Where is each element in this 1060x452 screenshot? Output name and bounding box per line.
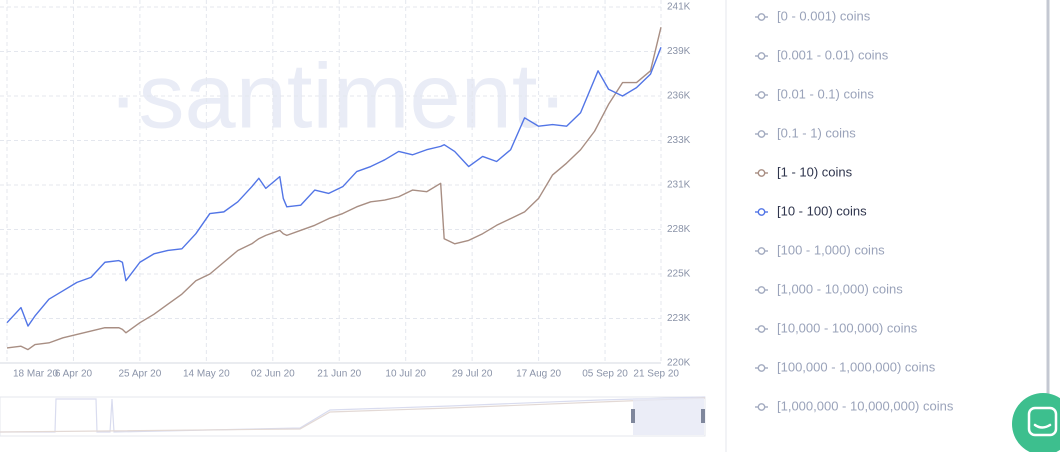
legend-item[interactable]: [1 - 10) coins: [755, 164, 853, 179]
legend-item[interactable]: [0 - 0.001) coins: [755, 8, 871, 23]
legend-label: [10,000 - 100,000) coins: [777, 320, 918, 335]
x-tick-label: 18 Mar 20: [13, 369, 58, 380]
legend-icon: [757, 169, 766, 177]
y-tick-label: 220K: [667, 358, 691, 369]
x-tick-label: 21 Jun 20: [317, 369, 361, 380]
legend-icon: [757, 325, 766, 333]
legend-item[interactable]: [100,000 - 1,000,000) coins: [755, 359, 936, 374]
legend-label: [0.1 - 1) coins: [777, 125, 856, 140]
x-tick-label: 17 Aug 20: [516, 369, 561, 380]
legend-icon: [757, 286, 766, 294]
series-line: [6, 26, 662, 351]
series-line: [6, 47, 662, 327]
y-tick-label: 236K: [667, 91, 691, 102]
legend-item[interactable]: [10 - 100) coins: [755, 203, 867, 218]
legend-icon: [757, 52, 766, 60]
y-tick-label: 233K: [667, 135, 691, 146]
legend-icon: [757, 13, 766, 21]
chat-icon: [1027, 406, 1058, 437]
y-tick-label: 239K: [667, 46, 691, 57]
x-tick-label: 25 Apr 20: [118, 369, 161, 380]
y-tick-label: 228K: [667, 224, 691, 235]
legend-icon: [757, 247, 766, 255]
legend-label: [1,000,000 - 10,000,000) coins: [777, 398, 954, 413]
legend-label: [100,000 - 1,000,000) coins: [777, 359, 936, 374]
legend-item[interactable]: [1,000 - 10,000) coins: [755, 281, 903, 296]
navigator-line: [0, 396, 706, 433]
x-tick-label: 29 Jul 20: [452, 369, 493, 380]
x-tick-label: 10 Jul 20: [385, 369, 426, 380]
legend: [0 - 0.001) coins [0.001 - 0.01) coins [0.…: [755, 8, 954, 413]
y-tick-label: 231K: [667, 180, 691, 191]
x-tick-label: 6 Apr 20: [55, 369, 93, 380]
navigator-selection[interactable]: [633, 398, 704, 435]
y-tick-label: 223K: [667, 313, 691, 324]
chat-button[interactable]: [1012, 393, 1060, 452]
x-tick-label: 14 May 20: [183, 369, 230, 380]
legend-item[interactable]: [0.01 - 0.1) coins: [755, 86, 874, 101]
legend-icon: [757, 403, 766, 411]
legend-icon: [757, 130, 766, 138]
legend-icon: [757, 208, 766, 216]
legend-label: [100 - 1,000) coins: [777, 242, 885, 257]
legend-label: [1 - 10) coins: [777, 164, 853, 179]
grid: 220K 223K 225K 228K 231K 233K 236K 239K 241K 18 M…: [0, 0, 691, 380]
legend-icon: [757, 91, 766, 99]
legend-icon: [757, 364, 766, 372]
legend-item[interactable]: [10,000 - 100,000) coins: [755, 320, 918, 335]
legend-label: [0.001 - 0.01) coins: [777, 47, 889, 62]
navigator-handle[interactable]: [631, 409, 635, 423]
legend-label: [0.01 - 0.1) coins: [777, 86, 874, 101]
legend-label: [0 - 0.001) coins: [777, 8, 871, 23]
legend-item[interactable]: [100 - 1,000) coins: [755, 242, 885, 257]
y-tick-label: 225K: [667, 269, 691, 280]
y-tick-label: 241K: [667, 2, 691, 13]
legend-item[interactable]: [1,000,000 - 10,000,000) coins: [755, 398, 954, 413]
navigator-frame: [0, 396, 706, 437]
navigator-handle[interactable]: [701, 409, 705, 423]
navigator: [0, 396, 706, 437]
navigator-line: [0, 397, 706, 433]
x-tick-label: 21 Sep 20: [633, 369, 679, 380]
legend-label: [10 - 100) coins: [777, 203, 867, 218]
x-tick-label: 02 Jun 20: [251, 369, 295, 380]
x-tick-label: 05 Sep 20: [582, 369, 628, 380]
legend-item[interactable]: [0.1 - 1) coins: [755, 125, 856, 140]
plot: [6, 26, 662, 351]
legend-label: [1,000 - 10,000) coins: [777, 281, 903, 296]
chat-icon: [1033, 423, 1052, 429]
legend-item[interactable]: [0.001 - 0.01) coins: [755, 47, 889, 62]
